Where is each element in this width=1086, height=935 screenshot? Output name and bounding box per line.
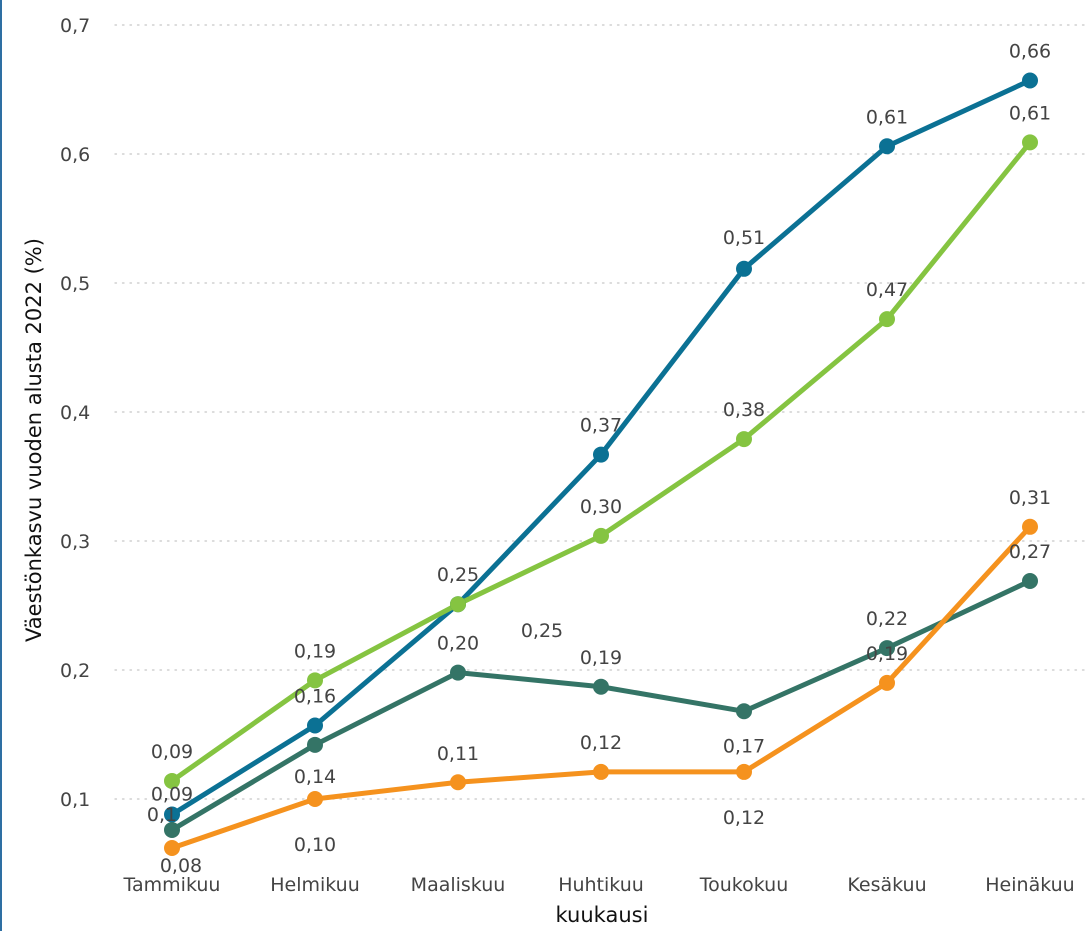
data-point bbox=[164, 806, 180, 823]
y-tick-label: 0,5 bbox=[60, 273, 90, 295]
data-point bbox=[450, 774, 466, 791]
data-point bbox=[879, 674, 895, 691]
data-label: 0,11 bbox=[437, 743, 479, 765]
data-point bbox=[450, 664, 466, 681]
x-tick-label: Maaliskuu bbox=[411, 874, 506, 896]
data-label: 0,51 bbox=[723, 227, 765, 249]
left-border bbox=[0, 0, 2, 931]
data-point bbox=[736, 763, 752, 780]
x-axis-title: kuukausi bbox=[556, 903, 649, 927]
data-point bbox=[736, 703, 752, 720]
y-tick-label: 0,6 bbox=[60, 144, 90, 166]
data-label: 0,22 bbox=[866, 608, 908, 630]
data-point bbox=[164, 821, 180, 838]
data-point bbox=[1022, 518, 1038, 535]
data-point bbox=[879, 311, 895, 328]
data-labels: 0,09 0,16 0,25 0,37 0,51 0,61 0,66 0,09 0,19 0,25… bbox=[147, 40, 1051, 877]
data-label: 0,27 bbox=[1009, 541, 1051, 563]
series-lines bbox=[164, 72, 1038, 857]
y-axis-title: Väestönkasvu vuoden alusta 2022 (%) bbox=[22, 238, 46, 642]
data-label: 0,09 bbox=[151, 741, 193, 763]
y-tick-label: 0,7 bbox=[60, 15, 90, 37]
data-label: 0,20 bbox=[437, 633, 479, 655]
data-point bbox=[593, 527, 609, 544]
data-point bbox=[593, 446, 609, 463]
data-label: 0,30 bbox=[580, 496, 622, 518]
data-label: 0,25 bbox=[521, 620, 563, 642]
y-tick-label: 0,1 bbox=[60, 789, 90, 811]
x-tick-label: Helmikuu bbox=[270, 874, 360, 896]
data-point bbox=[593, 763, 609, 780]
data-point bbox=[879, 138, 895, 155]
data-label: 0,19 bbox=[294, 640, 336, 662]
data-point bbox=[164, 772, 180, 789]
data-point bbox=[736, 260, 752, 277]
data-label: 0,19 bbox=[866, 643, 908, 665]
y-tick-label: 0,3 bbox=[60, 531, 90, 553]
data-point bbox=[307, 791, 323, 807]
x-tick-label: Tammikuu bbox=[123, 874, 221, 896]
x-tick-label: Kesäkuu bbox=[847, 874, 926, 896]
x-axis-ticks: Tammikuu Helmikuu Maaliskuu Huhtikuu Toukoku… bbox=[123, 874, 1075, 896]
data-point bbox=[307, 736, 323, 753]
data-label: 0,37 bbox=[580, 415, 622, 437]
data-point bbox=[307, 672, 323, 689]
x-tick-label: Heinäkuu bbox=[985, 874, 1074, 896]
data-label: 0,66 bbox=[1009, 40, 1051, 62]
y-tick-label: 0,2 bbox=[60, 660, 90, 682]
data-point bbox=[879, 640, 895, 657]
data-point bbox=[1022, 134, 1038, 151]
data-label: 0,09 bbox=[151, 783, 193, 805]
data-label: 0,31 bbox=[1009, 487, 1051, 509]
x-tick-label: Huhtikuu bbox=[558, 874, 644, 896]
data-label: 0,1 bbox=[147, 804, 177, 826]
data-label: 0,38 bbox=[723, 399, 765, 421]
data-label: 0,14 bbox=[294, 766, 336, 788]
x-tick-label: Toukokuu bbox=[699, 874, 789, 896]
data-label: 0,10 bbox=[294, 834, 336, 856]
data-label: 0,47 bbox=[866, 279, 908, 301]
data-point bbox=[1022, 572, 1038, 589]
data-label: 0,25 bbox=[437, 564, 479, 586]
y-axis-ticks: 0,1 0,2 0,3 0,4 0,5 0,6 0,7 bbox=[60, 15, 90, 811]
data-label: 0,16 bbox=[294, 685, 336, 707]
data-point bbox=[593, 678, 609, 695]
data-point bbox=[307, 717, 323, 734]
data-point bbox=[1022, 72, 1038, 89]
data-label: 0,19 bbox=[580, 647, 622, 669]
data-label: 0,17 bbox=[723, 735, 765, 757]
data-label: 0,08 bbox=[160, 855, 202, 877]
data-label: 0,12 bbox=[580, 732, 622, 754]
data-label: 0,61 bbox=[866, 106, 908, 128]
data-point bbox=[164, 840, 180, 857]
data-point bbox=[736, 431, 752, 448]
data-label: 0,61 bbox=[1009, 102, 1051, 124]
data-label: 0,12 bbox=[723, 807, 765, 829]
data-point bbox=[450, 596, 466, 613]
y-tick-label: 0,4 bbox=[60, 402, 90, 424]
